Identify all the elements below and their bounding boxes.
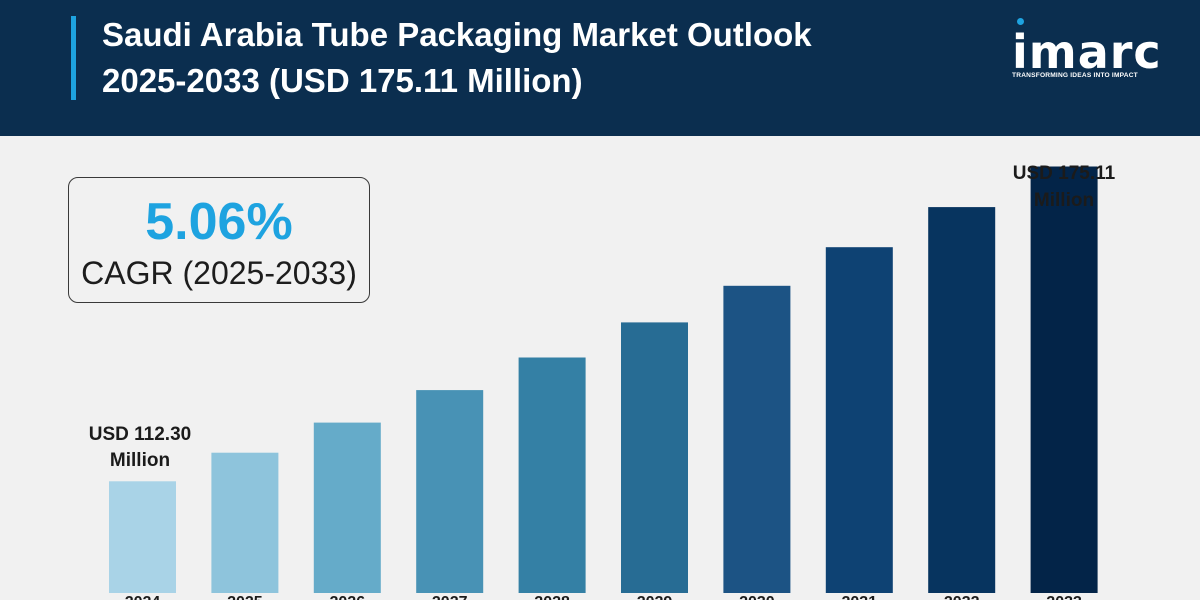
bar-2031 — [825, 247, 893, 593]
header-banner: Saudi Arabia Tube Packaging Market Outlo… — [0, 0, 1200, 136]
x-tick-2031: 2031 — [842, 594, 878, 600]
bar-2028 — [518, 357, 586, 593]
x-tick-2029: 2029 — [637, 594, 673, 600]
end-callout-line2: Million — [1034, 190, 1094, 211]
x-tick-2027: 2027 — [432, 594, 468, 600]
cagr-box: 5.06% CAGR (2025-2033) — [68, 177, 370, 303]
x-tick-2025: 2025 — [227, 594, 263, 600]
bar-2029 — [621, 322, 688, 593]
x-tick-2026: 2026 — [330, 594, 366, 600]
bar-2032 — [928, 207, 996, 593]
bar-2026 — [313, 422, 381, 593]
x-tick-2032: 2032 — [944, 594, 980, 600]
bar-2027 — [416, 390, 484, 593]
x-tick-labels: 2024 2025 2026 2027 2028 2029 2030 2031 2032 2033 — [125, 594, 1082, 600]
x-tick-2030: 2030 — [739, 594, 775, 600]
bar-2030 — [723, 285, 791, 593]
logo-wordmark: imarc — [1012, 25, 1162, 79]
bars-group — [109, 166, 1098, 593]
logo-tagline: TRANSFORMING IDEAS INTO IMPACT — [1012, 72, 1138, 79]
logo-dot-icon — [1017, 18, 1024, 25]
title-accent-bar — [71, 16, 76, 100]
title-line-1: Saudi Arabia Tube Packaging Market Outlo… — [102, 16, 812, 53]
x-tick-2033: 2033 — [1046, 594, 1082, 600]
bar-2025 — [211, 452, 279, 593]
bar-2024 — [109, 481, 176, 593]
imarc-logo: imarc TRANSFORMING IDEAS INTO IMPACT — [1010, 18, 1170, 88]
end-callout-line1: USD 175.11 — [1013, 163, 1116, 184]
x-tick-2028: 2028 — [534, 594, 570, 600]
x-tick-2024: 2024 — [125, 594, 161, 600]
title-line-2: 2025-2033 (USD 175.11 Million) — [102, 62, 583, 99]
cagr-value: 5.06% — [145, 193, 293, 251]
bar-2033 — [1030, 166, 1098, 593]
start-callout-line2: Million — [110, 450, 170, 471]
cagr-label: CAGR (2025-2033) — [81, 255, 357, 291]
start-callout-line1: USD 112.30 — [89, 424, 191, 445]
page-title: Saudi Arabia Tube Packaging Market Outlo… — [102, 12, 962, 104]
